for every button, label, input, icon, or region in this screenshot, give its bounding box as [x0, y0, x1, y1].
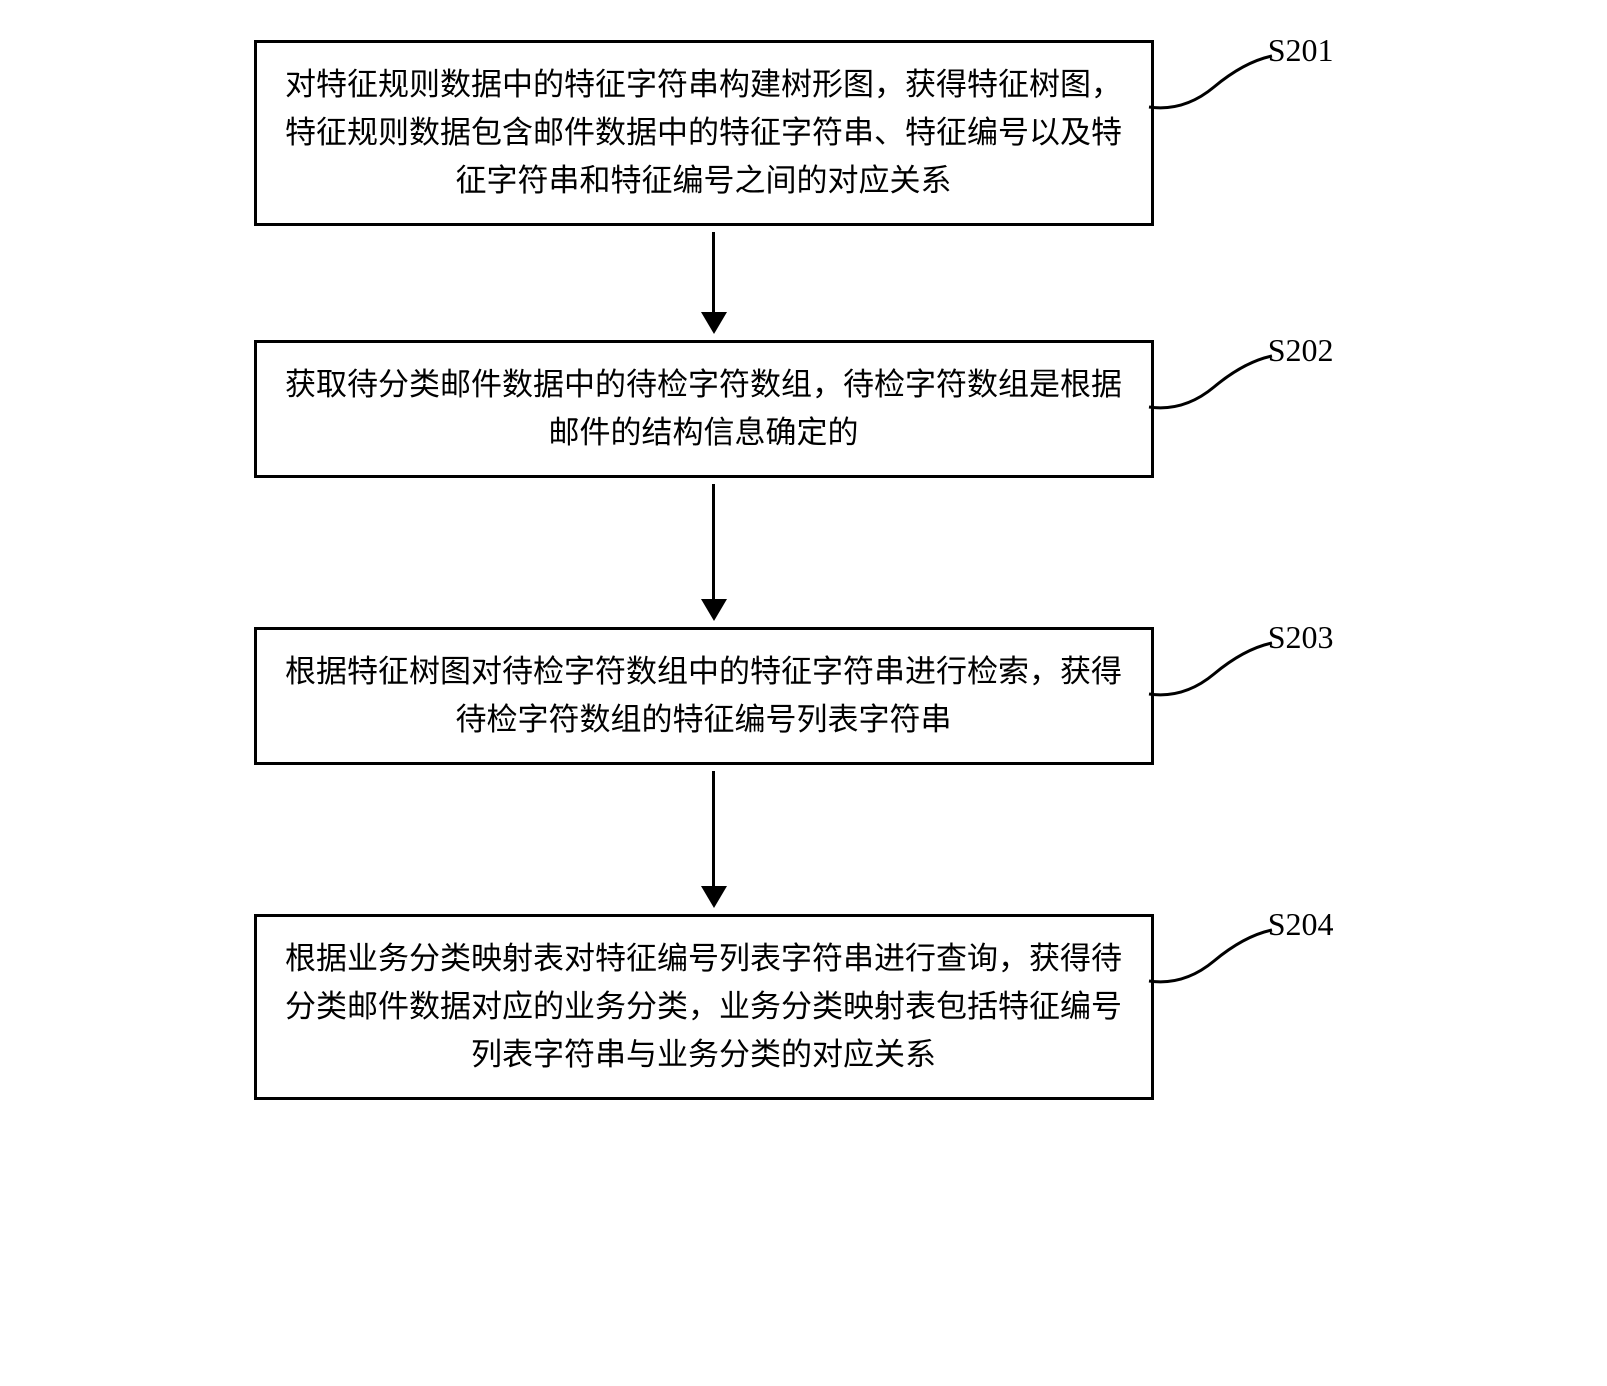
- step-label: S201: [1268, 32, 1334, 69]
- step-text: 根据特征树图对待检字符数组中的特征字符串进行检索，获得待检字符数组的特征编号列表…: [285, 654, 1122, 737]
- arrow-line: [712, 232, 715, 312]
- step-text: 对特征规则数据中的特征字符串构建树形图，获得特征树图，特征规则数据包含邮件数据中…: [285, 67, 1122, 198]
- step-label: S203: [1268, 619, 1334, 656]
- step-label-wrap-4: S204: [1154, 914, 1334, 994]
- step-box-1: 对特征规则数据中的特征字符串构建树形图，获得特征树图，特征规则数据包含邮件数据中…: [254, 40, 1154, 226]
- connector-curve-icon: [1144, 52, 1274, 122]
- step-label-wrap-1: S201: [1154, 40, 1334, 120]
- connector-curve-icon: [1144, 926, 1274, 996]
- arrow-3: [701, 771, 727, 908]
- step-label-wrap-3: S203: [1154, 627, 1334, 707]
- step-label-wrap-2: S202: [1154, 340, 1334, 420]
- arrow-head-icon: [701, 886, 727, 908]
- connector-curve-icon: [1144, 639, 1274, 709]
- step-text: 根据业务分类映射表对特征编号列表字符串进行查询，获得待分类邮件数据对应的业务分类…: [285, 941, 1122, 1072]
- step-row-2: 获取待分类邮件数据中的待检字符数组，待检字符数组是根据邮件的结构信息确定的 S2…: [254, 340, 1354, 478]
- step-box-4: 根据业务分类映射表对特征编号列表字符串进行查询，获得待分类邮件数据对应的业务分类…: [254, 914, 1154, 1100]
- step-row-3: 根据特征树图对待检字符数组中的特征字符串进行检索，获得待检字符数组的特征编号列表…: [254, 627, 1354, 765]
- flowchart-container: 对特征规则数据中的特征字符串构建树形图，获得特征树图，特征规则数据包含邮件数据中…: [254, 40, 1354, 1100]
- connector-curve-icon: [1144, 352, 1274, 422]
- arrow-line: [712, 484, 715, 599]
- step-label: S204: [1268, 906, 1334, 943]
- arrow-2: [701, 484, 727, 621]
- step-row-4: 根据业务分类映射表对特征编号列表字符串进行查询，获得待分类邮件数据对应的业务分类…: [254, 914, 1354, 1100]
- arrow-1: [701, 232, 727, 334]
- step-box-3: 根据特征树图对待检字符数组中的特征字符串进行检索，获得待检字符数组的特征编号列表…: [254, 627, 1154, 765]
- step-label: S202: [1268, 332, 1334, 369]
- step-box-2: 获取待分类邮件数据中的待检字符数组，待检字符数组是根据邮件的结构信息确定的: [254, 340, 1154, 478]
- step-row-1: 对特征规则数据中的特征字符串构建树形图，获得特征树图，特征规则数据包含邮件数据中…: [254, 40, 1354, 226]
- arrow-head-icon: [701, 599, 727, 621]
- arrow-head-icon: [701, 312, 727, 334]
- step-text: 获取待分类邮件数据中的待检字符数组，待检字符数组是根据邮件的结构信息确定的: [285, 367, 1122, 450]
- arrow-line: [712, 771, 715, 886]
